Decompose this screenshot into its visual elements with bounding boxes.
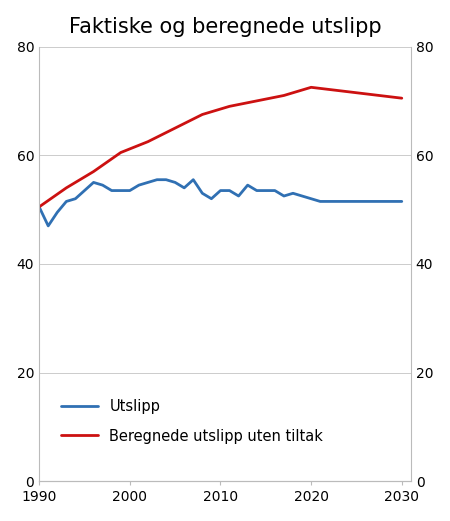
Utslipp xyxy=(200,190,205,196)
Utslipp xyxy=(390,199,396,205)
Utslipp xyxy=(308,195,314,202)
Utslipp xyxy=(109,188,114,194)
Utslipp xyxy=(172,179,178,185)
Legend: Utslipp, Beregnede utslipp uten tiltak: Utslipp, Beregnede utslipp uten tiltak xyxy=(61,399,323,443)
Beregnede utslipp uten tiltak xyxy=(200,111,205,118)
Beregnede utslipp uten tiltak xyxy=(36,204,42,210)
Utslipp xyxy=(136,182,142,188)
Utslipp xyxy=(236,193,241,199)
Utslipp xyxy=(354,199,359,205)
Utslipp xyxy=(372,199,377,205)
Utslipp xyxy=(54,209,60,215)
Beregnede utslipp uten tiltak xyxy=(91,168,96,175)
Beregnede utslipp uten tiltak xyxy=(399,95,405,101)
Utslipp xyxy=(227,188,232,194)
Utslipp xyxy=(118,188,123,194)
Beregnede utslipp uten tiltak xyxy=(281,92,287,98)
Utslipp xyxy=(36,204,42,210)
Utslipp xyxy=(363,199,368,205)
Utslipp xyxy=(91,179,96,185)
Beregnede utslipp uten tiltak xyxy=(145,139,151,145)
Utslipp xyxy=(190,177,196,183)
Utslipp xyxy=(218,188,223,194)
Utslipp xyxy=(254,188,260,194)
Utslipp xyxy=(73,195,78,202)
Utslipp xyxy=(281,193,287,199)
Beregnede utslipp uten tiltak xyxy=(118,150,123,156)
Utslipp xyxy=(82,188,87,194)
Utslipp xyxy=(263,188,269,194)
Beregnede utslipp uten tiltak xyxy=(227,103,232,109)
Utslipp xyxy=(127,188,132,194)
Beregnede utslipp uten tiltak xyxy=(308,84,314,91)
Utslipp xyxy=(299,193,305,199)
Utslipp xyxy=(154,177,160,183)
Beregnede utslipp uten tiltak xyxy=(172,125,178,131)
Utslipp xyxy=(163,177,169,183)
Utslipp xyxy=(381,199,387,205)
Utslipp xyxy=(290,190,296,196)
Line: Beregnede utslipp uten tiltak: Beregnede utslipp uten tiltak xyxy=(39,88,402,207)
Utslipp xyxy=(318,199,323,205)
Beregnede utslipp uten tiltak xyxy=(63,185,69,191)
Utslipp xyxy=(145,179,151,185)
Utslipp xyxy=(245,182,250,188)
Utslipp xyxy=(327,199,332,205)
Beregnede utslipp uten tiltak xyxy=(254,98,260,104)
Utslipp xyxy=(399,199,405,205)
Utslipp xyxy=(209,195,214,202)
Utslipp xyxy=(272,188,278,194)
Utslipp xyxy=(45,223,51,229)
Utslipp xyxy=(63,199,69,205)
Utslipp xyxy=(345,199,350,205)
Utslipp xyxy=(336,199,341,205)
Beregnede utslipp uten tiltak xyxy=(354,90,359,96)
Line: Utslipp: Utslipp xyxy=(39,180,402,226)
Title: Faktiske og beregnede utslipp: Faktiske og beregnede utslipp xyxy=(69,17,381,36)
Utslipp xyxy=(181,185,187,191)
Utslipp xyxy=(100,182,105,188)
